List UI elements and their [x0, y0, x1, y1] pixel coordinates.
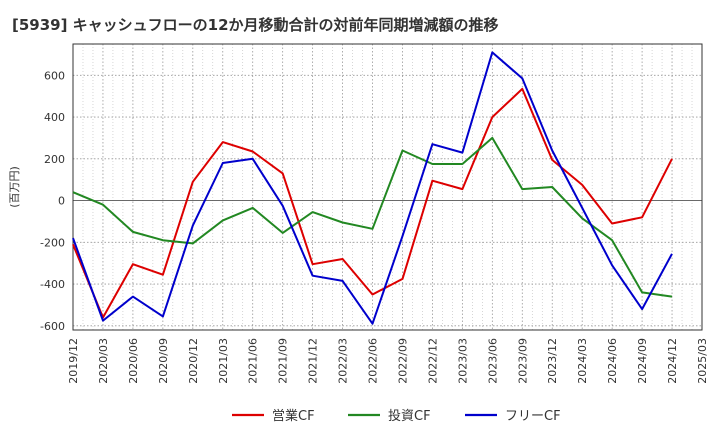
axis-layer [72, 43, 703, 331]
chart-title: [5939] キャッシュフローの12か月移動合計の対前年同期増減額の推移 [12, 16, 499, 34]
y-tick-label: 200 [44, 153, 65, 166]
x-tick-label: 2019/12 [67, 338, 80, 384]
y-tick-label: -200 [40, 236, 65, 249]
x-tick-label: 2024/09 [636, 338, 649, 384]
series-layer [72, 51, 673, 325]
x-tick-label: 2020/09 [157, 338, 170, 384]
legend: 営業CF 投資CF フリーCF [232, 408, 561, 424]
series-line-投資CF [72, 136, 673, 298]
x-tick-label: 2025/03 [696, 338, 709, 384]
series-line-営業CF [72, 87, 673, 319]
x-tick-label: 2024/06 [606, 338, 619, 384]
x-tick-label: 2020/06 [127, 338, 140, 384]
x-tick-label: 2023/03 [456, 338, 469, 384]
x-tick-label: 2023/12 [546, 338, 559, 384]
plot-frame [72, 43, 703, 331]
x-tick-label: 2022/06 [367, 338, 380, 384]
x-tick-label: 2024/03 [576, 338, 589, 384]
x-tick-label: 2022/12 [426, 338, 439, 384]
y-axis-label: (百万円) [8, 166, 21, 208]
y-tick-label: 400 [44, 111, 65, 124]
series-line-フリーCF [72, 51, 673, 325]
x-tick-label: 2023/06 [486, 338, 499, 384]
x-tick-label: 2020/12 [187, 338, 200, 384]
y-tick-label: -400 [40, 278, 65, 291]
x-tick-label: 2021/03 [217, 338, 230, 384]
x-tick-label: 2023/09 [516, 338, 529, 384]
label-layer: 2019/12 2020/03 2020/06 2020/09 2020/12 2021/… [8, 69, 709, 383]
y-tick-label: 600 [44, 69, 65, 82]
x-tick-label: 2021/09 [277, 338, 290, 384]
x-tick-label: 2024/12 [666, 338, 679, 384]
y-tick-label: -600 [40, 320, 65, 333]
x-tick-label: 2021/12 [307, 338, 320, 384]
x-tick-label: 2022/09 [396, 338, 409, 384]
x-tick-label: 2020/03 [97, 338, 110, 384]
legend-label: フリーCF [505, 409, 561, 424]
x-tick-label: 2022/03 [337, 338, 350, 384]
legend-label: 営業CF [272, 408, 315, 424]
x-tick-label: 2021/06 [247, 338, 260, 384]
legend-label: 投資CF [388, 408, 431, 424]
y-tick-label: 0 [58, 195, 65, 208]
